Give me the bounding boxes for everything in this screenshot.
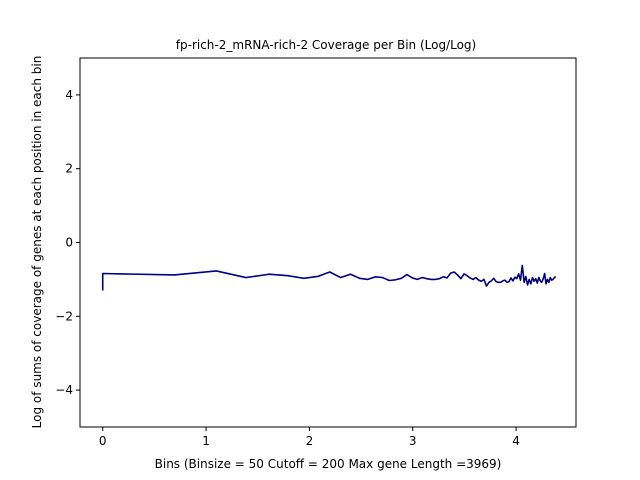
x-tick-label: 4 [512,434,520,448]
y-axis-label: Log of sums of coverage of genes at each… [30,56,44,429]
plot-frame [79,57,577,428]
coverage-series-line [101,264,557,291]
y-tick-label: −2 [55,309,73,323]
y-tick-label: 2 [65,162,73,176]
x-tick-label: 0 [99,434,107,448]
x-axis-label: Bins (Binsize = 50 Cutoff = 200 Max gene… [155,457,502,471]
y-axis: −4 −2 0 2 4 [55,88,80,397]
y-tick-label: 4 [65,88,73,102]
x-tick-label: 1 [202,434,210,448]
y-tick-label: 0 [65,236,73,250]
y-tick-label: −4 [55,383,73,397]
x-axis: 0 1 2 3 4 [99,427,520,448]
x-tick-label: 3 [409,434,417,448]
chart-title: fp-rich-2_mRNA-rich-2 Coverage per Bin (… [176,38,476,52]
x-tick-label: 2 [306,434,314,448]
